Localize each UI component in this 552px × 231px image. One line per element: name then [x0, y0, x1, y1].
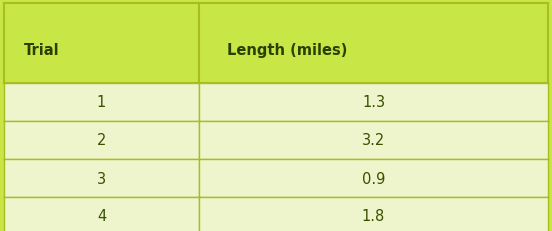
Text: 1: 1: [97, 95, 106, 110]
Text: Trial: Trial: [24, 43, 59, 58]
Text: 0.9: 0.9: [362, 171, 385, 186]
Text: 1.3: 1.3: [362, 95, 385, 110]
Text: 3.2: 3.2: [362, 133, 385, 148]
Text: 1.8: 1.8: [362, 209, 385, 224]
Text: Length (miles): Length (miles): [227, 43, 347, 58]
Text: 4: 4: [97, 209, 106, 224]
Text: 3: 3: [97, 171, 106, 186]
Text: 2: 2: [97, 133, 106, 148]
